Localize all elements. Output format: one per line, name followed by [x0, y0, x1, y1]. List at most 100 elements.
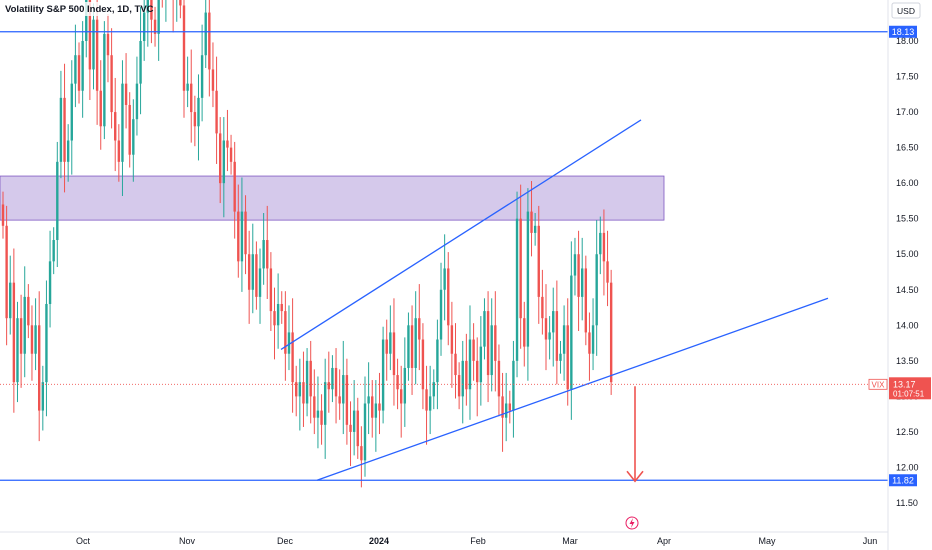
candle-body	[34, 325, 37, 354]
candle-body	[99, 90, 102, 127]
candle-body	[352, 410, 356, 432]
y-tick-label: 15.50	[896, 214, 919, 224]
candle-body	[193, 112, 197, 127]
candle-body	[56, 161, 59, 241]
candle-body	[342, 375, 345, 404]
candle-body	[479, 346, 483, 383]
flash-glyph	[629, 518, 635, 528]
candles-layer	[1, 0, 613, 488]
title-backdrop	[0, 2, 140, 16]
candle-body	[12, 282, 16, 383]
candle-body	[229, 147, 233, 162]
candle-body	[591, 325, 595, 354]
candle-body	[428, 396, 432, 411]
candle-body	[23, 296, 26, 354]
x-tick-label: 2024	[369, 536, 389, 546]
candle-body	[153, 19, 157, 34]
candle-body	[508, 403, 511, 411]
candle-body	[334, 367, 338, 397]
candle-body	[226, 140, 229, 148]
candle-body	[59, 97, 63, 162]
currency-label: USD	[897, 6, 915, 16]
candle-body	[121, 83, 124, 162]
candle-body	[425, 389, 428, 411]
candle-body	[197, 97, 200, 127]
candle-body	[81, 41, 84, 91]
candle-body	[573, 254, 577, 276]
candle-body	[381, 339, 385, 411]
candle-body	[244, 211, 247, 255]
candle-body	[486, 311, 490, 376]
overlay-layer: Volatility S&P 500 Index, 1D, TVC	[0, 2, 644, 530]
candle-body	[512, 360, 515, 411]
candle-body	[570, 275, 573, 390]
candle-body	[468, 339, 472, 390]
y-tick-label: 13.50	[896, 356, 919, 366]
candle-body	[566, 325, 569, 390]
candle-body	[157, 0, 160, 34]
candle-body	[305, 360, 309, 404]
candle-body	[519, 218, 522, 319]
y-tick-label: 16.50	[896, 143, 919, 153]
candle-body	[345, 375, 349, 425]
candle-body	[276, 303, 280, 326]
chart-title: Volatility S&P 500 Index, 1D, TVC	[5, 4, 154, 15]
candle-body	[45, 303, 48, 383]
candle-body	[436, 339, 439, 383]
candle-body	[124, 83, 128, 105]
candle-body	[186, 83, 189, 91]
candle-body	[132, 119, 135, 155]
candle-body	[501, 396, 504, 418]
candle-body	[200, 55, 204, 98]
candle-body	[526, 211, 530, 347]
candle-body	[302, 382, 305, 404]
candle-body	[483, 311, 486, 347]
candle-body	[1, 204, 5, 226]
candle-body	[461, 360, 464, 397]
candle-body	[237, 211, 240, 262]
candle-body	[562, 325, 566, 354]
candle-body	[280, 303, 283, 312]
y-tick-label: 11.50	[896, 498, 918, 508]
candle-body	[88, 0, 92, 70]
y-tick-label: 17.00	[896, 107, 919, 117]
candle-body	[465, 360, 468, 390]
candle-body	[316, 410, 320, 418]
candle-body	[63, 97, 66, 162]
candle-body	[606, 261, 609, 283]
candle-body	[30, 325, 34, 354]
candle-body	[204, 12, 207, 56]
level-price-badge	[889, 474, 917, 487]
candle-body	[360, 446, 363, 461]
candle-body	[472, 339, 475, 361]
candle-body	[92, 19, 95, 70]
currency-selector[interactable]	[891, 2, 921, 19]
x-tick-label: Jun	[863, 536, 878, 546]
candle-body	[74, 55, 77, 84]
candle-body	[262, 240, 265, 269]
x-tick-label: Apr	[657, 536, 671, 546]
candle-body	[320, 410, 323, 425]
x-tick-label: May	[758, 536, 776, 546]
resistance-zone-layer	[0, 175, 665, 221]
candle-body	[392, 332, 396, 376]
candle-body	[447, 268, 450, 326]
candle-body	[255, 254, 258, 297]
candle-body	[439, 289, 443, 340]
candle-body	[135, 83, 139, 120]
candle-body	[385, 339, 388, 354]
candle-body	[142, 12, 146, 41]
candle-body	[313, 396, 316, 418]
candle-body	[537, 225, 540, 297]
candle-body	[66, 140, 70, 162]
candle-body	[110, 55, 113, 113]
candle-body	[338, 396, 341, 404]
candle-body	[284, 311, 287, 354]
symbol-badge	[868, 378, 888, 390]
candle-body	[523, 318, 526, 347]
candle-body	[418, 318, 421, 340]
level-price-badge	[889, 25, 917, 38]
